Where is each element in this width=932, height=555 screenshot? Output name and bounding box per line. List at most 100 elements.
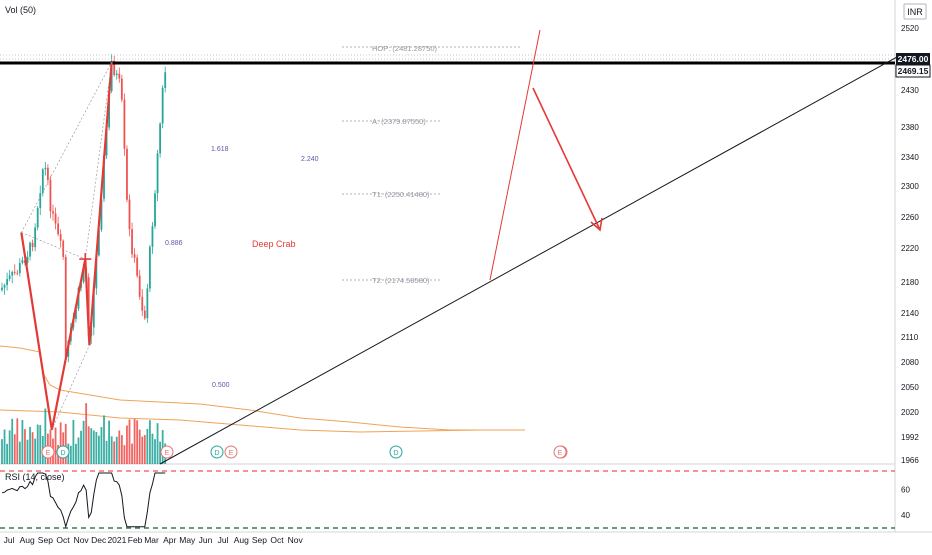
volume-bar <box>69 445 72 464</box>
price-tick-label: 1966 <box>901 456 919 465</box>
candle-body <box>159 123 161 154</box>
volume-bar <box>156 423 159 464</box>
event-marker-letter: E <box>46 450 51 457</box>
time-tick-label: Jul <box>218 535 229 545</box>
candle-body <box>105 127 108 156</box>
candle-body <box>8 275 11 280</box>
candle-body <box>59 234 62 241</box>
pattern-xb-line <box>21 232 86 260</box>
candle-body <box>133 254 136 258</box>
time-tick-label: Mar <box>144 535 159 545</box>
t1-level-label: T1: (2250.41480) <box>372 190 430 199</box>
volume-bar <box>29 426 31 464</box>
volume-bar <box>159 441 161 464</box>
candle-body <box>136 257 139 276</box>
candle-body <box>128 199 131 230</box>
event-marker[interactable]: D <box>389 445 403 459</box>
candle-body <box>103 155 105 199</box>
event-marker[interactable]: E <box>160 445 174 459</box>
pattern-ac-line <box>51 345 90 430</box>
ratio-right-label: 2.240 <box>301 156 319 163</box>
volume-bar <box>16 418 19 464</box>
candle-body <box>21 260 24 263</box>
a-level-label: A: (2379.87550) <box>372 117 426 126</box>
candle-body <box>126 148 128 200</box>
candle-body <box>44 167 47 170</box>
candle-body <box>108 91 110 128</box>
candle-body <box>115 73 118 76</box>
rsi-tick-label: 40 <box>901 511 910 520</box>
candle-body <box>98 229 100 256</box>
time-tick-label: Aug <box>20 535 35 545</box>
price-tick-label: 2080 <box>901 358 919 367</box>
event-marker-circle <box>160 445 174 459</box>
event-marker-letter: E <box>165 450 170 457</box>
volume-bar <box>1 439 3 464</box>
volume-bar <box>128 419 131 464</box>
event-marker[interactable]: E <box>41 445 55 459</box>
time-tick-label: Nov <box>288 535 304 545</box>
price-tick-label: 2300 <box>901 182 919 191</box>
price-tick-label: 2340 <box>901 153 919 162</box>
event-marker[interactable]: E <box>224 445 238 459</box>
event-marker-letter: D <box>60 450 65 457</box>
volume-bar <box>131 443 133 464</box>
rising-support-line[interactable] <box>159 56 898 465</box>
trend-lines[interactable] <box>159 29 898 465</box>
pattern-xd-line <box>21 61 112 233</box>
currency-label: INR <box>907 7 923 17</box>
volume-bar <box>24 429 26 464</box>
steep-channel-line[interactable] <box>489 29 541 281</box>
volume-bar <box>123 445 126 464</box>
volume-bar <box>92 430 95 464</box>
volume-bar <box>21 420 24 464</box>
event-marker[interactable]: D <box>56 445 70 459</box>
volume-bar <box>54 427 57 464</box>
event-marker-letter: E <box>558 450 563 457</box>
time-tick-label: May <box>179 535 196 545</box>
time-tick-label: Oct <box>270 535 284 545</box>
price-tick-label: 2180 <box>901 278 919 287</box>
candle-body <box>36 208 39 228</box>
volume-bar <box>161 430 164 464</box>
ratio-top-label: 1.618 <box>211 146 229 153</box>
last-price-tag-text: 2476.00 <box>898 54 929 64</box>
price-tick-label: 2050 <box>901 383 919 392</box>
volume-bar <box>11 418 14 464</box>
volume-bar <box>59 422 62 464</box>
ratio-bottom-label: 0.500 <box>212 382 230 389</box>
axes: 2520 2430 2380 2340 2300 2260 2220 2180 2140 2110… <box>4 24 920 545</box>
candle-body <box>156 153 159 194</box>
volume-bar <box>138 429 141 464</box>
event-marker-letter: D <box>393 450 398 457</box>
projection-arrow[interactable] <box>532 87 601 231</box>
time-tick-label: Jun <box>199 535 213 545</box>
hop-level-label: HOP: (2481.28750) <box>372 44 438 53</box>
volume-bar <box>3 429 6 464</box>
currency-badge[interactable]: INR <box>903 3 927 20</box>
t2-level-label: T2: (2174.58580) <box>372 276 430 285</box>
deep-crab-pattern[interactable]: EDEDEDEE <box>20 61 568 459</box>
event-marker[interactable]: D <box>210 445 224 459</box>
volume-bar <box>108 420 110 464</box>
candle-body <box>41 169 44 194</box>
event-marker-circle <box>553 445 567 459</box>
event-marker-letter: D <box>214 450 219 457</box>
price-tick-label: 1992 <box>901 433 919 442</box>
event-marker[interactable]: E <box>553 445 567 459</box>
volume-bar <box>126 425 128 464</box>
candle-body <box>82 268 85 283</box>
event-marker-circle <box>56 445 70 459</box>
volume-bar <box>90 428 93 464</box>
rsi-line <box>1 472 166 529</box>
event-marker-circle <box>41 445 55 459</box>
candle-body <box>131 229 133 255</box>
candle-body <box>26 256 29 263</box>
volume-label: Vol (50) <box>5 5 36 15</box>
volume-bar <box>87 426 90 464</box>
volume-bar <box>110 436 113 464</box>
candle-body <box>3 285 6 288</box>
candle-body <box>118 73 121 79</box>
